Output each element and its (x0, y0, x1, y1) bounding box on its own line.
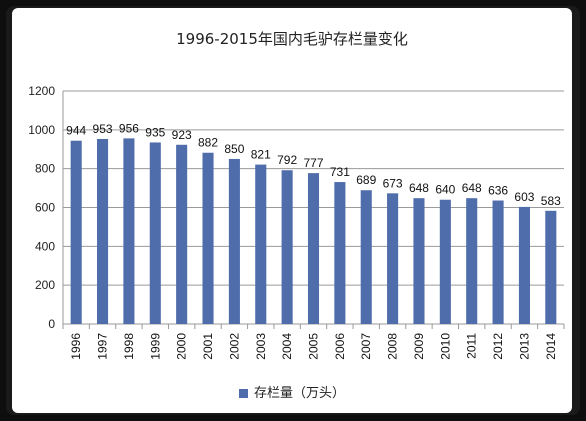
bar (202, 152, 214, 324)
bar (334, 182, 346, 324)
y-tick-label: 200 (35, 278, 55, 292)
data-label: 882 (198, 136, 218, 150)
bar (70, 140, 82, 324)
bar (123, 138, 135, 324)
y-tick-label: 400 (35, 239, 55, 253)
data-label: 689 (356, 173, 376, 187)
x-tick-label: 2000 (175, 333, 189, 360)
data-label: 944 (66, 124, 86, 138)
bar (176, 144, 188, 324)
chart-title: 1996-2015年国内毛驴存栏量变化 (176, 30, 408, 48)
data-label: 583 (541, 194, 561, 208)
x-tick-label: 1996 (69, 333, 83, 360)
bar (413, 198, 425, 324)
bar (545, 210, 557, 324)
data-label: 640 (435, 183, 455, 197)
data-label: 923 (172, 128, 192, 142)
data-label: 953 (93, 122, 113, 136)
data-label: 673 (383, 176, 403, 190)
x-tick-label: 2006 (333, 333, 347, 360)
x-tick-label: 2001 (201, 333, 215, 360)
x-tick-label: 2002 (227, 333, 241, 360)
x-tick-label: 2010 (438, 333, 452, 360)
y-tick-label: 1200 (28, 84, 55, 98)
x-tick-label: 2011 (465, 333, 479, 359)
legend-swatch (238, 389, 248, 398)
bar (439, 199, 451, 324)
x-tick-label: 1998 (122, 333, 136, 360)
bar (97, 138, 109, 324)
x-tick-label: 1997 (96, 333, 110, 360)
x-tick-label: 1999 (148, 333, 162, 360)
x-tick-label: 2005 (307, 333, 321, 360)
data-label: 821 (251, 148, 271, 162)
bar (307, 173, 320, 324)
x-tick-label: 2013 (517, 333, 531, 360)
x-tick-label: 2009 (412, 333, 426, 360)
bar (466, 198, 478, 324)
data-label: 648 (462, 181, 482, 195)
data-label: 648 (409, 181, 429, 195)
legend: 存栏量（万头） (12, 382, 572, 401)
y-tick-label: 800 (35, 162, 55, 176)
x-tick-label: 2003 (254, 333, 268, 360)
x-tick-label: 2004 (280, 333, 294, 360)
data-label: 850 (224, 142, 244, 156)
bar-chart: 0 200 400 600 800 1000 1200 944 1996 953 1997 956 19… (28, 84, 565, 360)
x-tick-label: 2014 (544, 333, 558, 360)
bar (360, 190, 372, 324)
x-tick-label: 2007 (359, 333, 373, 360)
bar (255, 164, 267, 324)
y-tick-label: 600 (35, 201, 55, 215)
data-label: 956 (119, 121, 139, 135)
x-tick-label: 2012 (491, 333, 505, 360)
data-label: 603 (514, 190, 534, 204)
bar (518, 206, 530, 324)
data-label: 636 (488, 184, 508, 198)
y-tick-label: 1000 (28, 123, 55, 137)
data-label: 792 (277, 153, 297, 167)
data-label: 731 (330, 165, 350, 179)
bar (228, 158, 240, 324)
chart-panel: 1996-2015年国内毛驴存栏量变化 0 200 400 600 800 1000 120… (12, 8, 572, 413)
bar (281, 170, 293, 324)
legend-label: 存栏量（万头） (253, 386, 345, 401)
bar (387, 193, 399, 324)
data-label: 777 (303, 156, 323, 170)
y-tick-label: 0 (48, 317, 55, 331)
data-label: 935 (145, 125, 165, 139)
bar (492, 200, 504, 324)
bar (149, 142, 161, 324)
x-tick-label: 2008 (386, 333, 400, 360)
